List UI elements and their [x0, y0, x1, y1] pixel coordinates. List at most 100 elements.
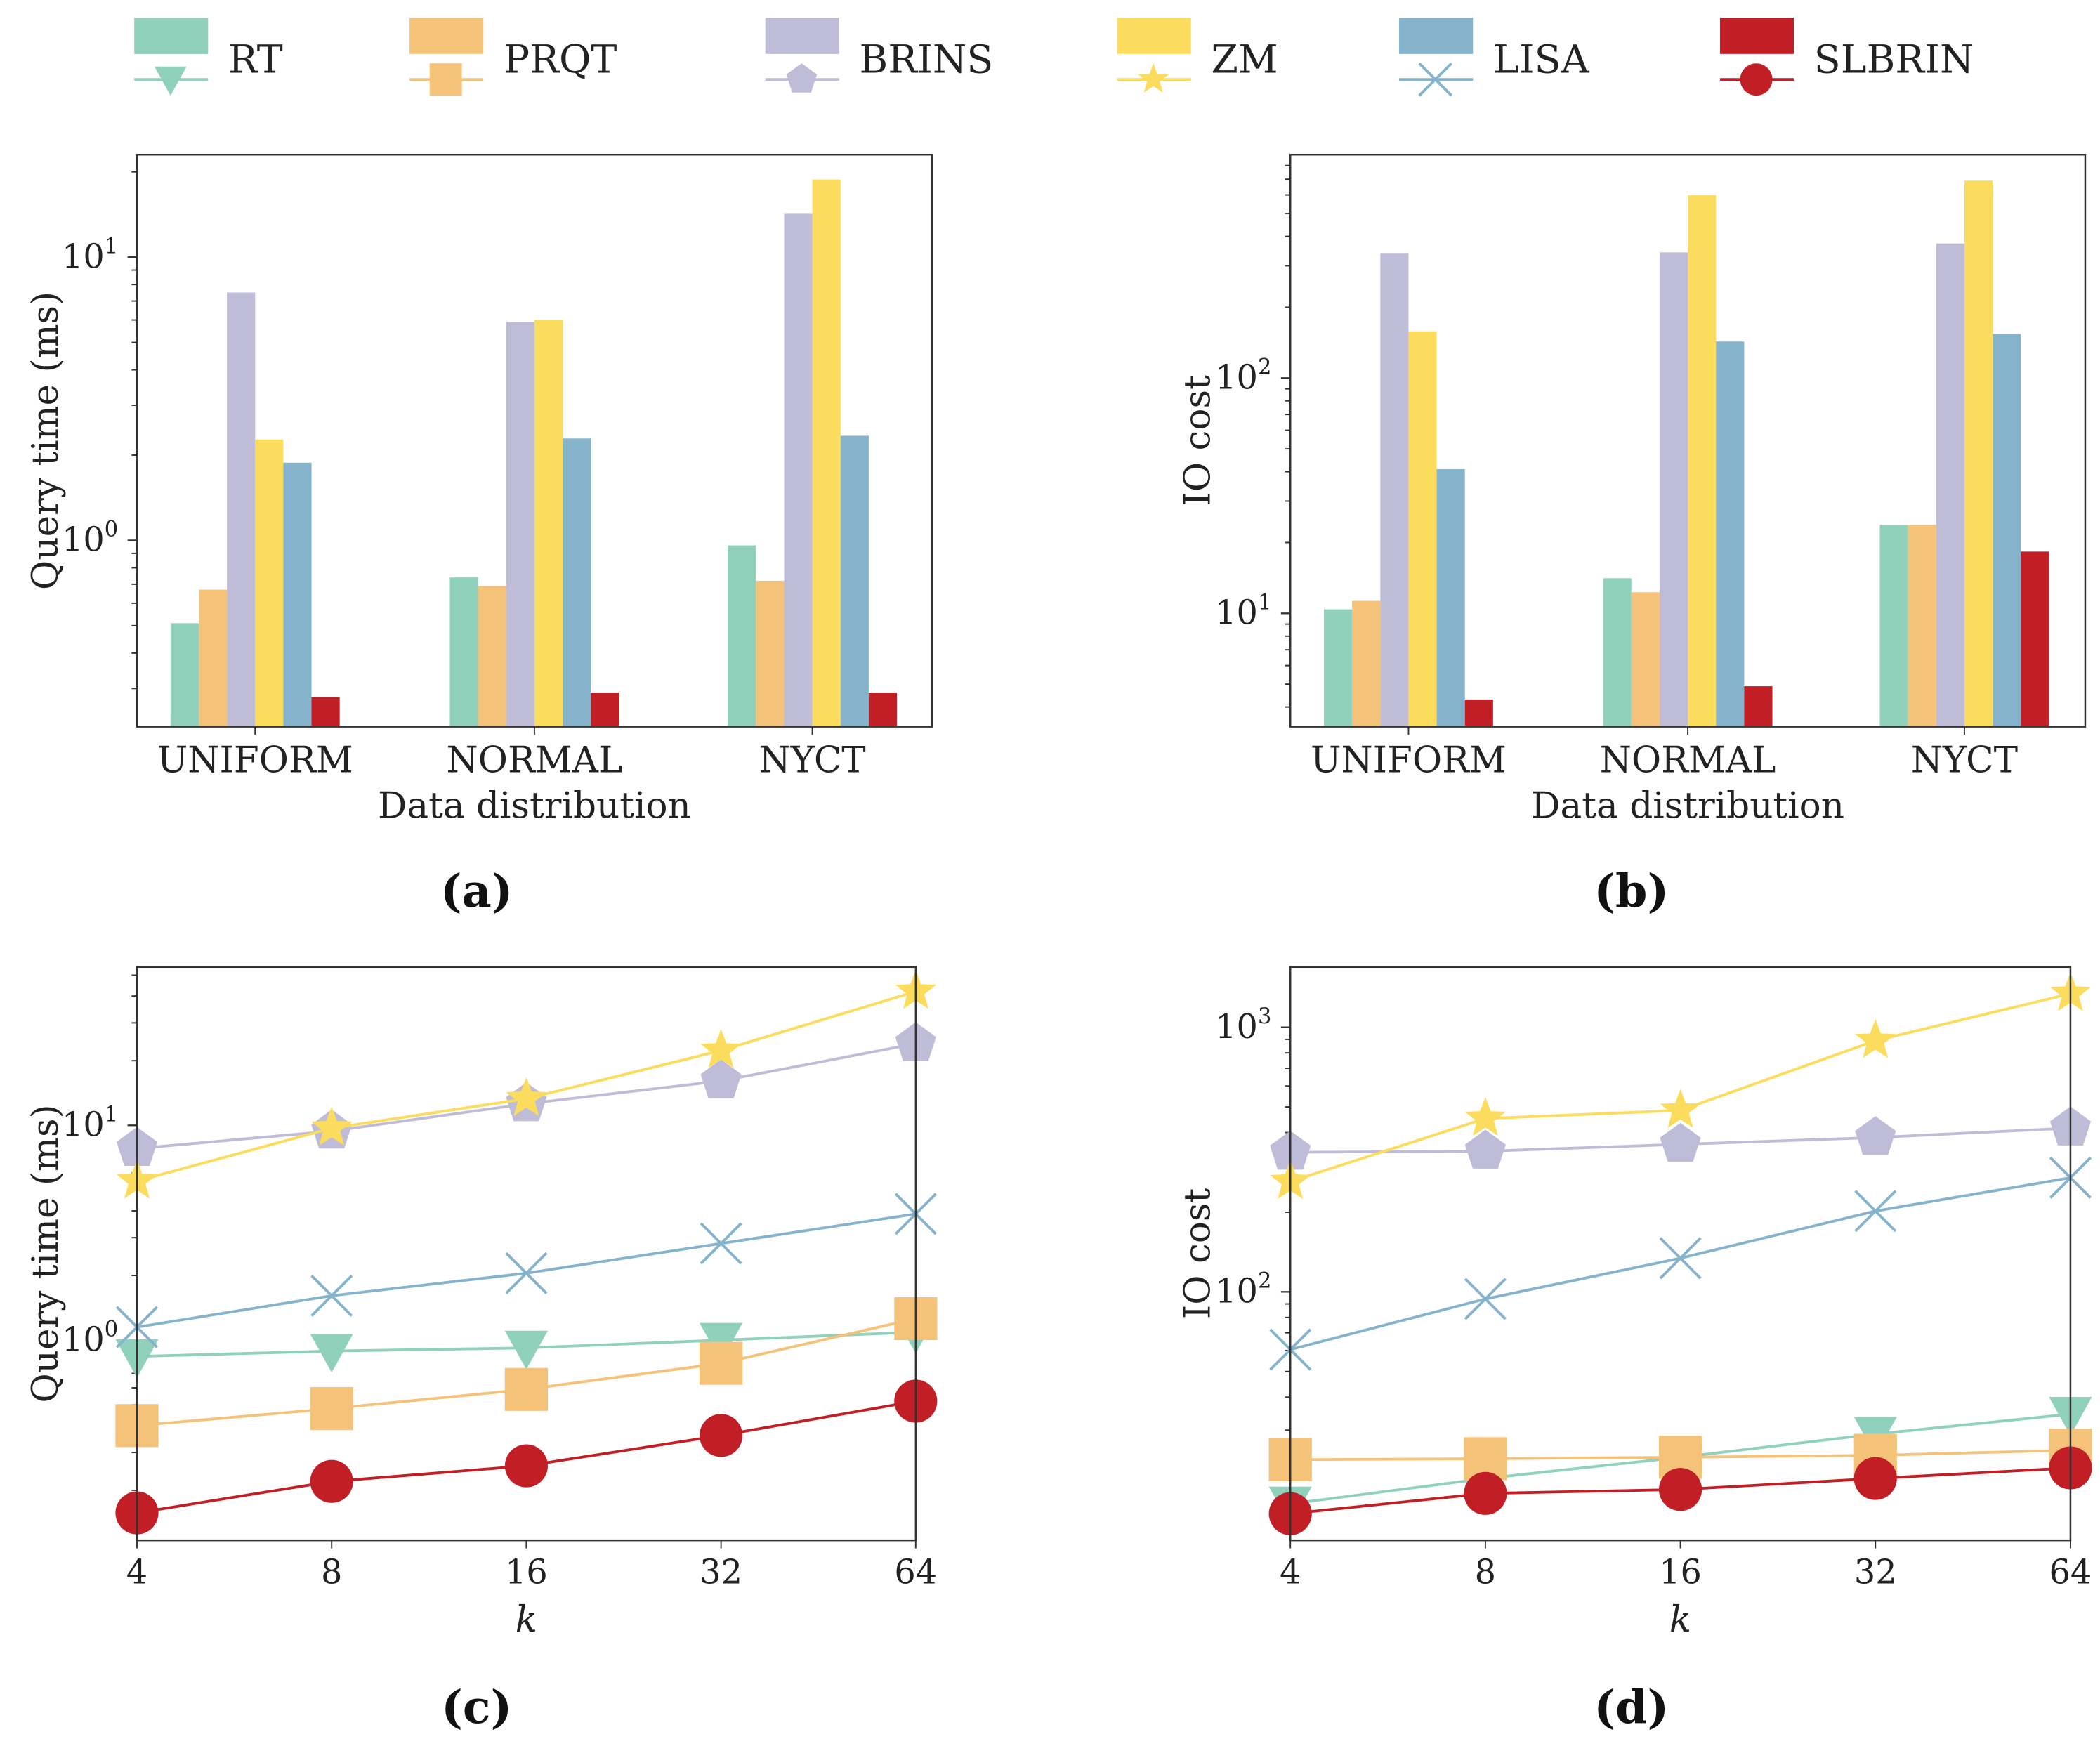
- y-tick-label: 100: [62, 1317, 118, 1359]
- x-tick-label: NORMAL: [1600, 740, 1776, 782]
- data-point: [1660, 1089, 1701, 1128]
- bar-slbrin-nyct: [2021, 551, 2049, 727]
- x-tick-label: 8: [321, 1553, 342, 1591]
- data-point: [1658, 1468, 1702, 1511]
- square-marker-icon: [429, 63, 462, 96]
- x-tick-label: 64: [894, 1553, 937, 1591]
- data-point: [310, 1387, 353, 1431]
- y-tick-label: 100: [62, 518, 118, 560]
- y-tick-label: 101: [62, 1103, 118, 1145]
- data-point: [1855, 1019, 1896, 1058]
- bar-brins-nyct: [784, 213, 813, 727]
- x-tick-label: 16: [1659, 1553, 1702, 1591]
- bar-zm-nyct: [812, 179, 841, 727]
- data-point: [1853, 1457, 1897, 1500]
- x-tick-label: 32: [700, 1553, 742, 1591]
- chart-d: 102 103 4 8 16 32 64 k IO cost (d): [1176, 966, 2092, 1734]
- x-tick-label: 32: [1854, 1553, 1897, 1591]
- chart-b: 101 102 UNIFORM NORMAL NYCT Data distribution…: [1177, 153, 2087, 918]
- y-tick-label: 101: [62, 234, 118, 276]
- series-lisa: [115, 1193, 937, 1348]
- legend-item-zm: ZM: [1117, 18, 1278, 93]
- x-tick-label: NORMAL: [447, 740, 623, 782]
- x-tick-label: 4: [1280, 1553, 1301, 1591]
- chart-c: 100 101 4 8 16 32 64 k Query time (ms) (c): [25, 966, 938, 1734]
- data-marks: [170, 179, 898, 727]
- series-line: [1289, 1176, 2071, 1351]
- plot-frame: [136, 153, 933, 728]
- data-point: [700, 1029, 742, 1068]
- legend-label: ZM: [1211, 38, 1278, 83]
- x-axis-label: Data distribution: [1531, 785, 1844, 827]
- legend-label: SLBRIN: [1814, 38, 1974, 83]
- legend-bar-swatch: [765, 18, 839, 54]
- bar-zm-uniform: [255, 439, 284, 727]
- data-point: [700, 1059, 742, 1098]
- data-point: [504, 1367, 548, 1411]
- bar-prqt-nyct: [1908, 525, 1936, 727]
- legend-bar-swatch: [1117, 18, 1191, 54]
- bar-slbrin-uniform: [311, 697, 340, 727]
- bar-brins-normal: [506, 322, 534, 727]
- panel-label: (d): [1594, 1681, 1669, 1734]
- data-point: [1464, 1096, 1506, 1136]
- legend-item-prqt: PRQT: [409, 18, 617, 96]
- data-point: [504, 1330, 548, 1370]
- bar-slbrin-normal: [591, 693, 619, 727]
- series-prqt: [115, 1297, 938, 1448]
- y-tick-label: 102: [1215, 355, 1271, 398]
- circle-marker-icon: [1740, 63, 1773, 96]
- legend-label: LISA: [1493, 38, 1590, 83]
- bar-lisa-nyct: [840, 435, 869, 727]
- bar-prqt-uniform: [1352, 600, 1381, 727]
- x-marker-icon: [1418, 62, 1452, 97]
- bar-lisa-uniform: [1436, 469, 1465, 727]
- chart-a: 100 101 UNIFORM NORMAL NYCT Data distribution…: [25, 153, 933, 918]
- bar-brins-normal: [1659, 252, 1688, 727]
- bar-slbrin-nyct: [868, 693, 898, 727]
- bar-rt-nyct: [728, 545, 756, 727]
- data-point: [506, 1077, 547, 1117]
- legend-item-brins: BRINS: [765, 18, 994, 93]
- bar-rt-normal: [449, 577, 478, 727]
- bar-rt-uniform: [170, 623, 199, 727]
- data-point: [1660, 1122, 1701, 1162]
- bar-rt-uniform: [1324, 609, 1353, 727]
- legend-label: PRQT: [504, 38, 617, 83]
- series-zm: [116, 970, 936, 1199]
- data-point: [1464, 1471, 1507, 1515]
- bar-prqt-normal: [478, 586, 506, 727]
- triangle-down-marker-icon: [154, 66, 187, 96]
- legend-item-rt: RT: [134, 18, 283, 96]
- pentagon-marker-icon: [786, 63, 818, 93]
- data-point: [310, 1459, 353, 1503]
- legend-label: BRINS: [860, 38, 994, 83]
- series-lisa: [1269, 1156, 2092, 1371]
- x-tick-label: NYCT: [759, 740, 866, 782]
- data-point: [700, 1222, 742, 1265]
- legend-bar-swatch: [1719, 18, 1794, 54]
- data-point: [1464, 1129, 1506, 1169]
- charts: 100 101 UNIFORM NORMAL NYCT Data distribution…: [25, 153, 2092, 1734]
- x-tick-label: UNIFORM: [157, 740, 353, 782]
- panel-label: (c): [441, 1681, 512, 1734]
- x-axis-label: k: [1669, 1599, 1691, 1641]
- data-marks: [115, 970, 938, 1535]
- data-point: [1659, 1237, 1702, 1280]
- bar-lisa-normal: [563, 438, 591, 727]
- bar-lisa-uniform: [283, 462, 312, 727]
- x-axis-label: Data distribution: [378, 785, 691, 827]
- bar-lisa-nyct: [1993, 334, 2021, 727]
- bar-prqt-nyct: [756, 580, 785, 727]
- x-tick-label: NYCT: [1911, 740, 2018, 782]
- series-slbrin: [115, 1379, 938, 1535]
- y-tick-label: 101: [1215, 591, 1271, 633]
- data-point: [310, 1334, 353, 1373]
- data-point: [505, 1252, 548, 1294]
- bar-brins-nyct: [1936, 243, 1964, 727]
- x-tick-label: 64: [2049, 1553, 2092, 1591]
- data-point: [310, 1274, 353, 1317]
- y-axis-label: Query time (ms): [25, 1104, 67, 1403]
- bar-zm-normal: [534, 320, 563, 727]
